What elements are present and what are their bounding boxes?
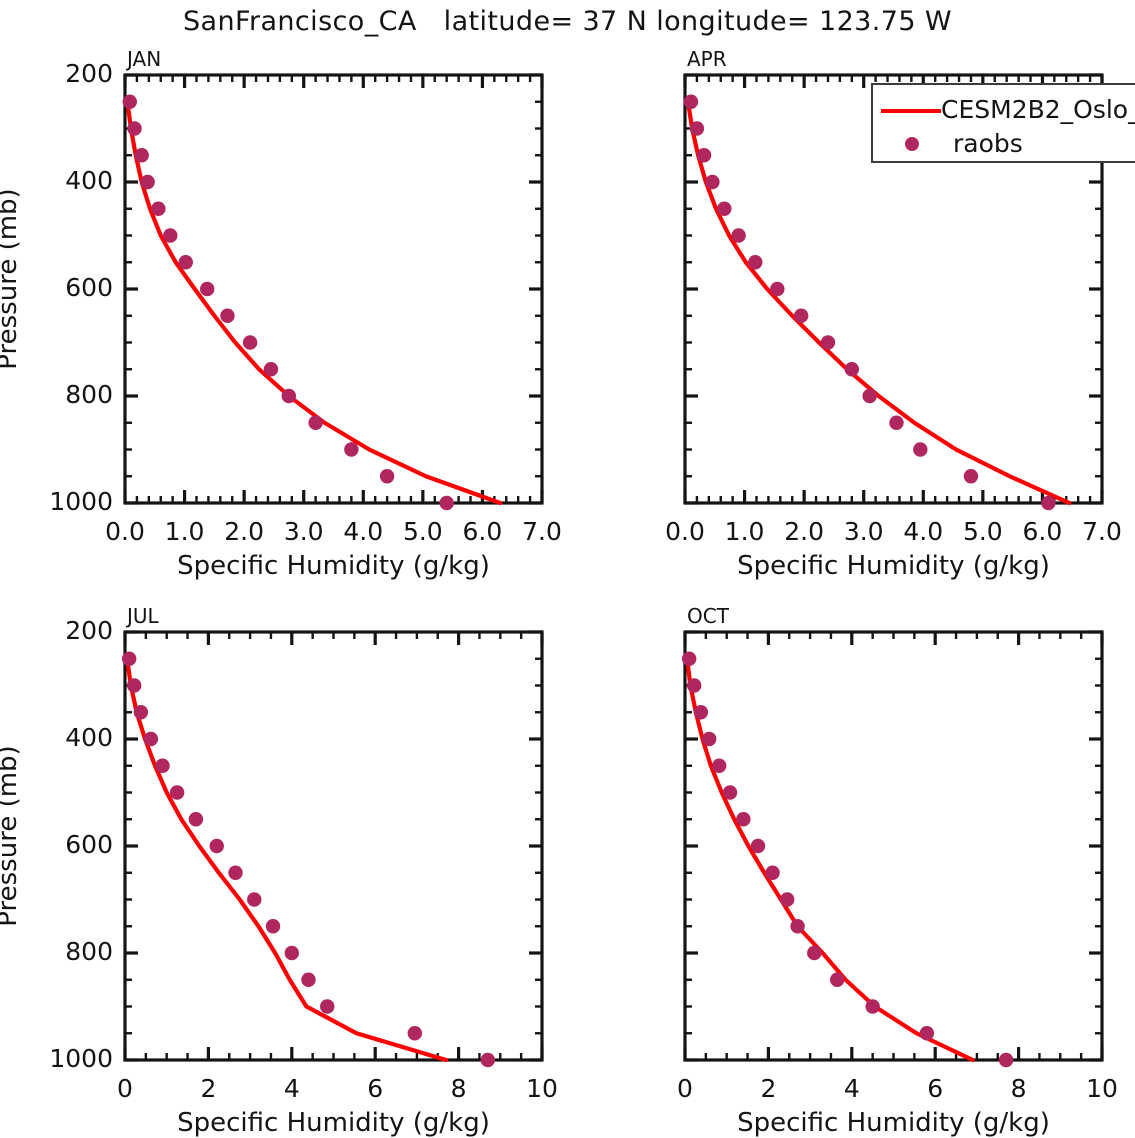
y-tick-label: 800 <box>65 937 113 966</box>
x-tick-label: 5.0 <box>962 517 1003 546</box>
x-tick-label: 10 <box>526 1074 558 1103</box>
figure-title: SanFrancisco_CA latitude= 37 N longitude… <box>183 6 952 37</box>
x-tick-label: 7.0 <box>522 517 562 546</box>
x-tick-label: 4.0 <box>903 517 944 546</box>
x-axis-label: Specific Humidity (g/kg) <box>177 551 490 581</box>
x-tick-label: 0 <box>677 1074 693 1103</box>
x-tick-label: 6.0 <box>462 517 503 546</box>
series-line-cesm2b2-oslo-f <box>124 656 449 1063</box>
x-tick-label: 6 <box>367 1074 384 1103</box>
x-tick-label: 5.0 <box>402 517 443 546</box>
panel-title-apr: APR <box>687 47 727 71</box>
legend-label-model: CESM2B2_Oslo_F <box>941 95 1135 124</box>
x-tick-label: 4 <box>283 1074 300 1103</box>
x-tick-label: 2 <box>200 1074 217 1103</box>
y-tick-label: 1000 <box>49 1044 113 1073</box>
x-tick-label: 7.0 <box>1082 517 1122 546</box>
x-tick-label: 0.0 <box>105 517 145 546</box>
x-tick-label: 3.0 <box>283 517 324 546</box>
x-tick-label: 2.0 <box>224 517 265 546</box>
series-line-cesm2b2-oslo-f <box>685 99 1072 506</box>
series-markers-raobs <box>681 651 1014 1068</box>
x-tick-label: 6 <box>927 1074 944 1103</box>
panel-title-oct: OCT <box>687 604 729 628</box>
legend-line-swatch <box>881 109 941 113</box>
panel-title-jul: JUL <box>127 604 159 628</box>
series-markers-raobs <box>121 651 495 1068</box>
x-tick-label: 4.0 <box>343 517 384 546</box>
y-tick-label: 200 <box>65 59 113 88</box>
y-tick-label: 600 <box>65 830 113 859</box>
x-tick-label: 8 <box>450 1074 467 1103</box>
x-axis-label: Specific Humidity (g/kg) <box>737 1108 1050 1138</box>
x-tick-label: 6.0 <box>1022 517 1063 546</box>
y-tick-label: 400 <box>65 166 113 195</box>
series-line-cesm2b2-oslo-f <box>684 656 975 1063</box>
x-tick-label: 2 <box>760 1074 777 1103</box>
panel-title-jan: JAN <box>127 47 162 71</box>
y-tick-label: 400 <box>65 723 113 752</box>
series-line-cesm2b2-oslo-f <box>125 99 503 506</box>
x-axis-label: Specific Humidity (g/kg) <box>737 551 1050 581</box>
legend-marker-swatch <box>905 137 919 151</box>
x-tick-label: 0.0 <box>665 517 705 546</box>
x-tick-label: 1.0 <box>164 517 205 546</box>
x-tick-label: 1.0 <box>724 517 765 546</box>
y-tick-label: 1000 <box>49 487 113 516</box>
legend-label-raobs: raobs <box>953 129 1023 158</box>
x-tick-label: 4 <box>843 1074 860 1103</box>
x-tick-label: 3.0 <box>843 517 884 546</box>
y-tick-label: 800 <box>65 380 113 409</box>
x-tick-label: 8 <box>1010 1074 1027 1103</box>
series-markers-raobs <box>122 94 454 511</box>
x-tick-label: 0 <box>117 1074 133 1103</box>
series-markers-raobs <box>683 94 1056 511</box>
x-axis-label: Specific Humidity (g/kg) <box>177 1108 490 1138</box>
x-tick-label: 2.0 <box>784 517 825 546</box>
x-tick-label: 10 <box>1086 1074 1118 1103</box>
y-tick-label: 600 <box>65 273 113 302</box>
y-tick-label: 200 <box>65 616 113 645</box>
